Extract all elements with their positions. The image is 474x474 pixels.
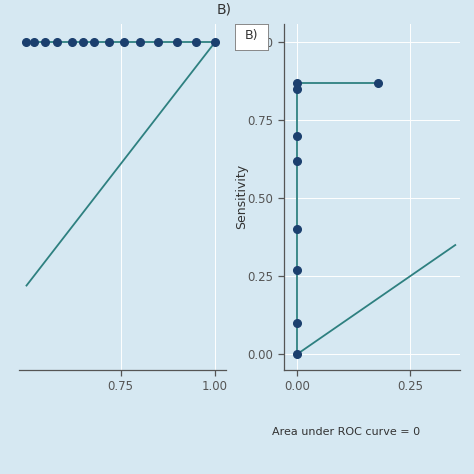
Text: Area under ROC curve = 0: Area under ROC curve = 0 xyxy=(272,427,420,437)
Text: B): B) xyxy=(245,29,258,42)
Y-axis label: Sensitivity: Sensitivity xyxy=(235,164,248,229)
Text: B): B) xyxy=(217,3,232,17)
